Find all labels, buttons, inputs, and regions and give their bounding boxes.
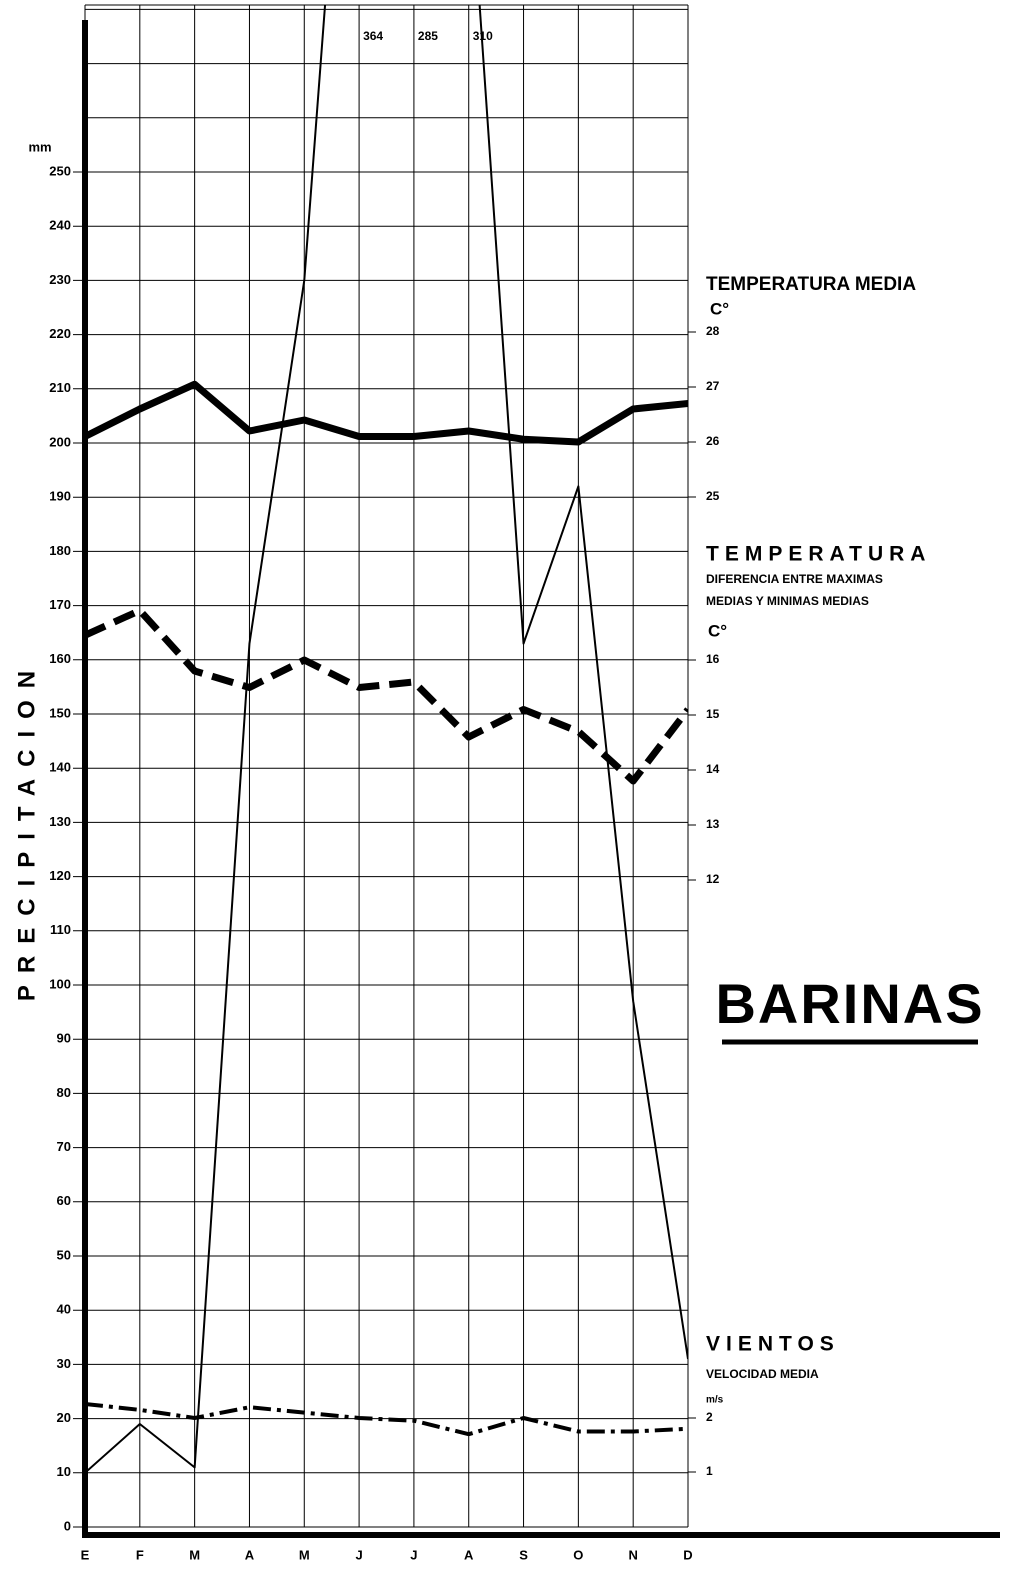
y-tick-label: 130 — [49, 814, 71, 829]
series-title: VIENTOS — [706, 1333, 840, 1356]
y-tick-label: 30 — [57, 1356, 71, 1371]
y-tick-label: 190 — [49, 489, 71, 504]
x-tick-label: E — [81, 1547, 90, 1562]
grid — [73, 4, 689, 1528]
series-subtitle: VELOCIDAD MEDIA — [706, 1367, 819, 1381]
y-tick-label: 90 — [57, 1031, 71, 1046]
y-tick-label: 20 — [57, 1410, 71, 1425]
y-tick-label: 160 — [49, 651, 71, 666]
y-tick-label: 110 — [50, 922, 71, 937]
series-line — [85, 607, 688, 785]
y-tick-label: 0 — [64, 1518, 71, 1533]
y-tick-label: 14 — [706, 762, 720, 776]
y-tick-label: 150 — [49, 705, 71, 720]
y-tick-label: 40 — [57, 1302, 71, 1317]
y-tick-label: 60 — [57, 1193, 71, 1208]
y-tick-label: 15 — [706, 707, 720, 721]
y-tick-label: 16 — [706, 652, 720, 666]
x-tick-label: F — [136, 1547, 144, 1562]
x-tick-label: A — [464, 1547, 474, 1562]
series-unit: C° — [708, 621, 727, 640]
x-tick-label: M — [189, 1547, 200, 1562]
chart-title: BARINAS — [715, 972, 984, 1035]
series-unit: m/s — [706, 1395, 724, 1406]
series-unit: C° — [710, 299, 729, 318]
x-tick-label: N — [628, 1547, 637, 1562]
series-line — [85, 380, 688, 446]
x-tick-label: J — [355, 1547, 362, 1562]
y-tick-label: 100 — [49, 976, 71, 991]
y-tick-label: 50 — [57, 1247, 71, 1262]
y-tick-label: 12 — [706, 872, 720, 886]
data-label: 285 — [418, 29, 438, 43]
data-label: 364 — [363, 29, 383, 43]
y-tick-label: 240 — [49, 218, 71, 233]
series-title: TEMPERATURA — [706, 543, 931, 566]
series-line — [85, 1401, 688, 1437]
y-tick-label: 70 — [57, 1139, 71, 1154]
y-tick-label: 200 — [49, 434, 71, 449]
y-tick-label: 26 — [706, 434, 720, 448]
y-tick-label: 220 — [49, 326, 71, 341]
x-tick-label: M — [299, 1547, 310, 1562]
y-tick-label: 25 — [706, 489, 720, 503]
x-tick-label: D — [683, 1547, 692, 1562]
y-tick-label: 180 — [49, 543, 71, 558]
y-tick-label: 1 — [706, 1464, 713, 1478]
x-tick-label: A — [245, 1547, 255, 1562]
x-tick-label: J — [410, 1547, 417, 1562]
y-tick-label: 230 — [49, 272, 71, 287]
y-tick-label: 250 — [49, 163, 71, 178]
y-tick-label: 170 — [49, 597, 71, 612]
y-tick-label: 80 — [57, 1085, 71, 1100]
series-subtitle: MEDIAS Y MINIMAS MEDIAS — [706, 594, 869, 608]
x-tick-label: S — [519, 1547, 528, 1562]
y-unit: mm — [28, 139, 51, 154]
y-tick-label: 210 — [49, 380, 71, 395]
y-tick-label: 28 — [706, 324, 720, 338]
y-axis-label: PRECIPITACION — [13, 659, 40, 1001]
y-tick-label: 2 — [706, 1410, 713, 1424]
y-tick-label: 140 — [49, 760, 71, 775]
series-title: TEMPERATURA MEDIA — [706, 274, 916, 295]
series-subtitle: DIFERENCIA ENTRE MAXIMAS — [706, 572, 883, 586]
x-tick-label: O — [573, 1547, 583, 1562]
y-tick-label: 27 — [706, 379, 720, 393]
y-tick-label: 10 — [57, 1464, 71, 1479]
data-label: 310 — [473, 29, 493, 43]
series-line — [85, 5, 688, 1474]
y-tick-label: 13 — [706, 817, 720, 831]
y-tick-label: 120 — [49, 868, 71, 883]
